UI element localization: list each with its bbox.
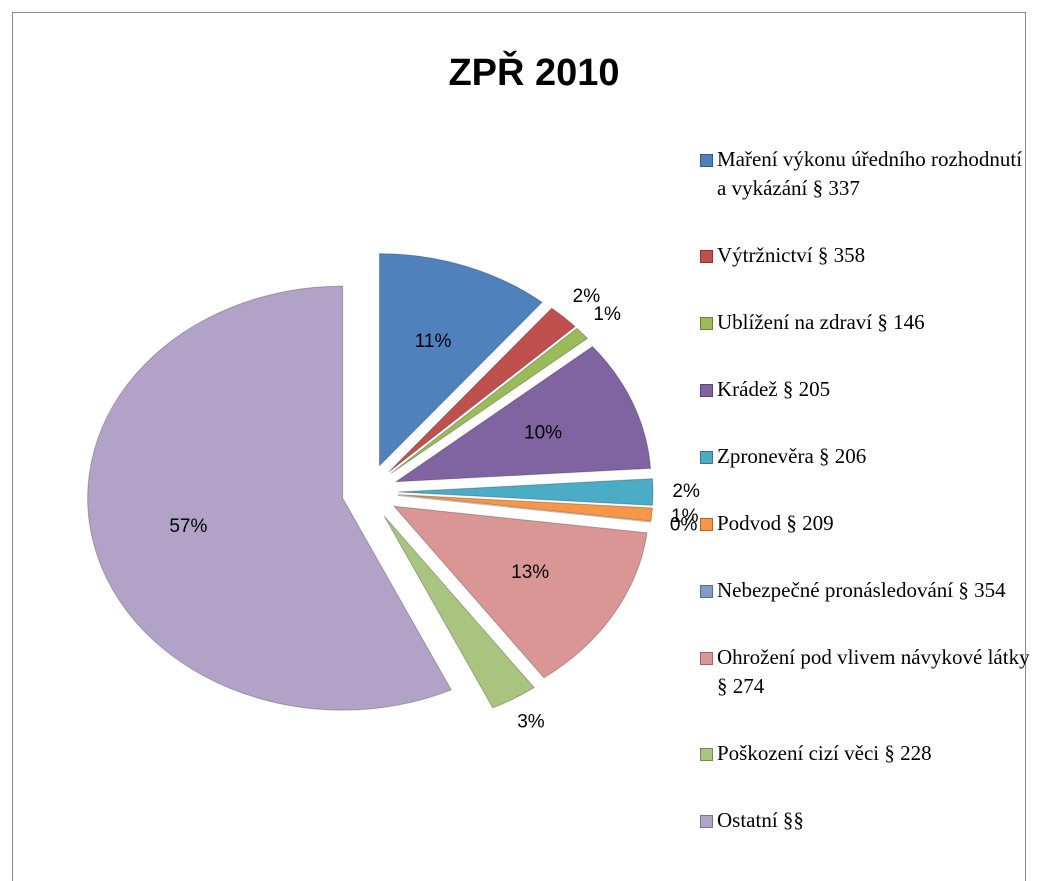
- legend-swatch: [700, 748, 713, 761]
- legend-swatch: [700, 451, 713, 464]
- legend-label: Nebezpečné pronásledování § 354: [717, 578, 1006, 602]
- legend-swatch: [700, 585, 713, 598]
- legend-item: Nebezpečné pronásledování § 354: [700, 576, 1030, 605]
- pie-slice: [392, 505, 648, 679]
- legend-item: Výtržnictví § 358: [700, 241, 1030, 270]
- legend-item: Podvod § 209: [700, 509, 1030, 538]
- legend-swatch: [700, 317, 713, 330]
- data-label: 2%: [672, 481, 700, 502]
- legend-swatch: [700, 518, 713, 531]
- legend-swatch: [700, 250, 713, 263]
- legend-swatch: [700, 154, 713, 167]
- pie-slice: [87, 285, 452, 711]
- legend-item: Maření výkonu úředního rozhodnutí a vyká…: [700, 145, 1030, 203]
- legend-swatch: [700, 652, 713, 665]
- legend-label: Ostatní §§: [717, 808, 804, 832]
- legend-label: Výtržnictví § 358: [717, 243, 866, 267]
- legend-label: Ublížení na zdraví § 146: [717, 310, 925, 334]
- data-label: 3%: [517, 711, 545, 732]
- legend-label: Poškození cizí věci § 228: [717, 741, 932, 765]
- chart-frame: [12, 12, 1026, 881]
- pie-slice: [397, 495, 651, 523]
- legend-item: Krádež § 205: [700, 375, 1030, 404]
- data-label: 2%: [573, 286, 601, 307]
- legend: Maření výkonu úředního rozhodnutí a vyká…: [700, 145, 1030, 835]
- pie-slice: [378, 253, 543, 467]
- data-label: 1%: [593, 304, 621, 325]
- legend-swatch: [700, 815, 713, 828]
- legend-label: Zpronevěra § 206: [717, 444, 867, 468]
- chart-title: ZPŘ 2010: [448, 50, 619, 94]
- data-label: 10%: [524, 422, 562, 443]
- legend-item: Ostatní §§: [700, 806, 1030, 835]
- data-label: 1%: [671, 506, 699, 527]
- legend-swatch: [700, 384, 713, 397]
- pie-slice: [397, 494, 653, 522]
- pie-slice: [397, 478, 654, 506]
- data-label: 57%: [169, 516, 207, 537]
- legend-label: Maření výkonu úředního rozhodnutí a vyká…: [717, 147, 1023, 200]
- data-label: 11%: [415, 331, 452, 352]
- pie-slice: [394, 345, 652, 483]
- pie-slice: [388, 307, 576, 472]
- data-label: 0%: [670, 515, 698, 536]
- legend-item: Ublížení na zdraví § 146: [700, 308, 1030, 337]
- legend-item: Poškození cizí věci § 228: [700, 739, 1030, 768]
- legend-item: Zpronevěra § 206: [700, 442, 1030, 471]
- legend-item: Ohrožení pod vlivem návykové látky § 274: [700, 643, 1030, 701]
- data-label: 13%: [511, 562, 549, 583]
- legend-label: Krádež § 205: [717, 377, 831, 401]
- pie-slice: [390, 327, 589, 474]
- legend-label: Ohrožení pod vlivem návykové látky § 274: [717, 645, 1030, 698]
- pie-slice: [383, 515, 535, 709]
- legend-label: Podvod § 209: [717, 511, 834, 535]
